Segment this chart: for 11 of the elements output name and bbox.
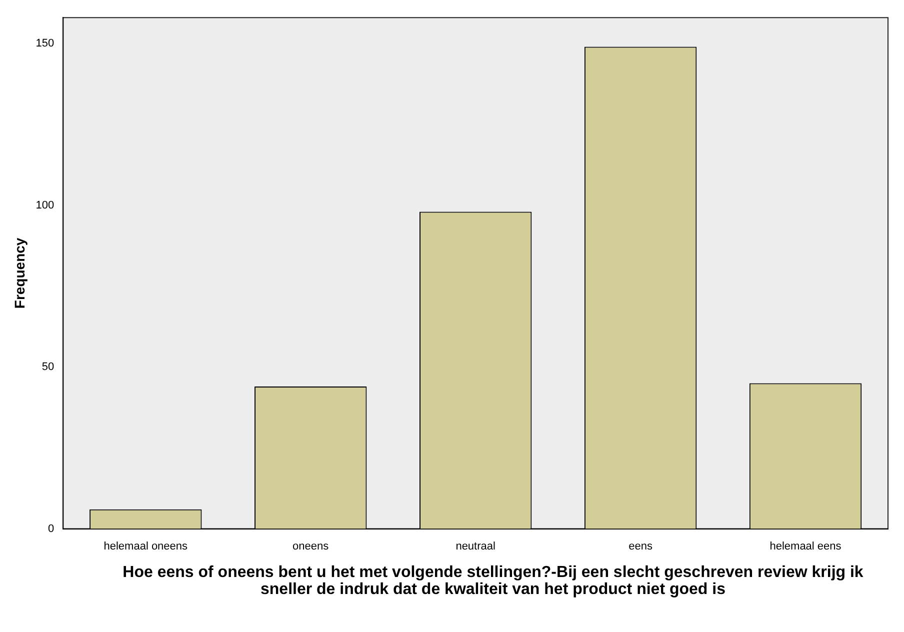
y-tick-label: 150 — [36, 38, 54, 50]
y-axis-title: Frequency — [11, 238, 28, 309]
x-tick-label: neutraal — [456, 540, 496, 552]
y-tick-label: 50 — [42, 361, 54, 374]
x-tick-label: helemaal eens — [770, 540, 842, 552]
x-axis-title: Hoe eens of oneens bent u het met volgende stellingen?-Bij een slecht geschreven review krijg ik sneller de indruk dat de kwaliteit van het product niet goed is — [122, 564, 864, 598]
y-tick-label: 0 — [48, 522, 54, 535]
x-tick-label: oneens — [292, 540, 330, 552]
x-tick-label: helemaal oneens — [104, 540, 188, 552]
x-tick-label: eens — [628, 540, 653, 552]
y-tick-label: 100 — [36, 199, 54, 212]
